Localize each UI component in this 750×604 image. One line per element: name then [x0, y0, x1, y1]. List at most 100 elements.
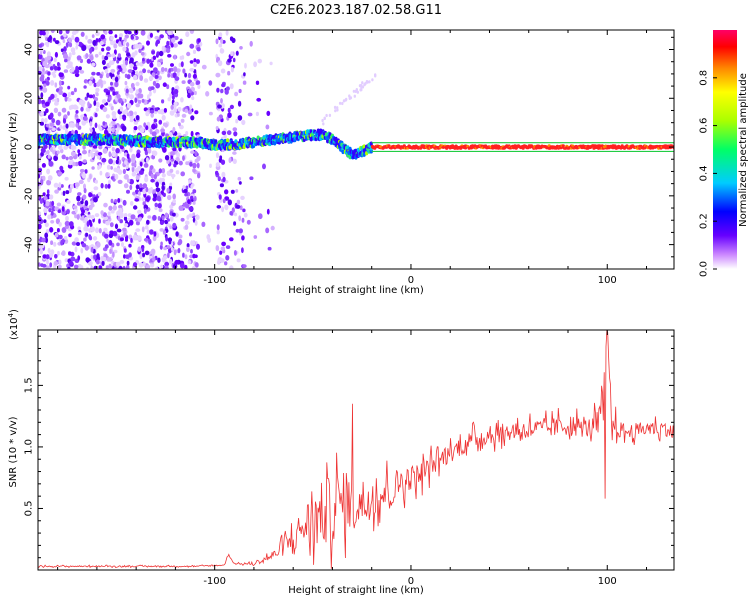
noise-point — [336, 106, 339, 110]
colorbar-strip — [713, 30, 737, 269]
noise-point — [102, 106, 108, 113]
noise-point — [59, 165, 64, 171]
noise-point — [221, 171, 226, 178]
noise-point — [93, 196, 98, 203]
noise-point — [70, 91, 75, 96]
colorbar-label: Normalized spectral amplitude — [738, 73, 749, 227]
noise-point — [74, 105, 79, 110]
noise-point — [334, 109, 337, 113]
noise-point — [97, 151, 103, 156]
noise-point — [106, 164, 111, 170]
noise-point — [134, 167, 140, 174]
noise-point — [152, 257, 156, 262]
noise-point — [242, 80, 247, 85]
noise-point — [105, 72, 110, 79]
noise-point — [201, 64, 207, 70]
noise-point — [169, 110, 175, 116]
noise-point — [89, 55, 94, 61]
noise-point — [63, 69, 69, 73]
noise-point — [166, 40, 170, 47]
ridge-point — [226, 138, 230, 143]
noise-point — [147, 147, 152, 154]
noise-point — [94, 53, 99, 58]
noise-point — [175, 157, 180, 162]
noise-point — [84, 169, 88, 174]
noise-point — [116, 94, 121, 99]
noise-point — [96, 259, 100, 265]
noise-point — [152, 189, 156, 195]
noise-point — [82, 150, 87, 155]
noise-point — [143, 78, 149, 83]
noise-point — [135, 89, 139, 95]
noise-point — [190, 195, 194, 200]
noise-point — [87, 214, 92, 219]
noise-point — [81, 119, 87, 126]
noise-point — [38, 211, 42, 216]
noise-point — [156, 30, 160, 33]
noise-point — [171, 95, 175, 100]
noise-point — [156, 61, 162, 68]
noise-point — [189, 104, 193, 110]
noise-point — [179, 55, 183, 60]
noise-point — [51, 127, 56, 131]
noise-point — [109, 222, 114, 228]
noise-point — [68, 42, 73, 48]
noise-point — [125, 60, 128, 66]
noise-point — [142, 57, 145, 62]
noise-point — [267, 246, 272, 251]
noise-point — [85, 35, 88, 40]
noise-point — [117, 215, 121, 222]
noise-point — [151, 123, 156, 130]
noise-point — [92, 78, 96, 84]
noise-point — [162, 82, 167, 87]
noise-point — [166, 159, 170, 164]
noise-point — [78, 66, 82, 71]
noise-point — [65, 190, 70, 195]
noise-point — [225, 30, 229, 36]
noise-point — [235, 204, 241, 209]
noise-point — [241, 217, 245, 223]
noise-point — [123, 216, 128, 221]
noise-point — [193, 90, 197, 96]
noise-point — [79, 70, 85, 74]
noise-point — [169, 258, 173, 265]
noise-point — [38, 43, 43, 48]
noise-point — [182, 68, 186, 74]
noise-point — [64, 58, 68, 63]
noise-point — [109, 123, 113, 127]
noise-point — [46, 258, 49, 265]
noise-point — [133, 205, 138, 210]
noise-point — [110, 105, 114, 111]
noise-point — [117, 265, 123, 269]
noise-point — [89, 47, 93, 54]
noise-point — [152, 196, 157, 202]
noise-point — [129, 178, 134, 185]
noise-point — [71, 51, 76, 56]
noise-point — [139, 127, 145, 133]
noise-point — [153, 193, 158, 198]
noise-point — [79, 168, 85, 173]
noise-point — [215, 245, 220, 252]
noise-point — [84, 96, 88, 101]
noise-point — [219, 155, 223, 160]
noise-point — [178, 205, 184, 211]
x-tick-label: -100 — [203, 576, 226, 587]
noise-point — [76, 55, 82, 61]
noise-point — [98, 228, 102, 234]
noise-point — [112, 151, 116, 157]
noise-point — [68, 37, 72, 43]
noise-point — [46, 189, 50, 195]
noise-point — [162, 146, 167, 153]
noise-point — [48, 208, 52, 213]
noise-point — [132, 262, 138, 268]
colorbar-tick-label: 0.8 — [699, 70, 710, 86]
noise-point — [154, 107, 159, 112]
noise-point — [54, 51, 59, 58]
noise-point — [178, 234, 183, 239]
noise-point — [116, 71, 120, 75]
noise-point — [124, 80, 128, 86]
noise-point — [220, 98, 223, 104]
noise-point — [70, 256, 76, 262]
noise-point — [194, 262, 199, 268]
